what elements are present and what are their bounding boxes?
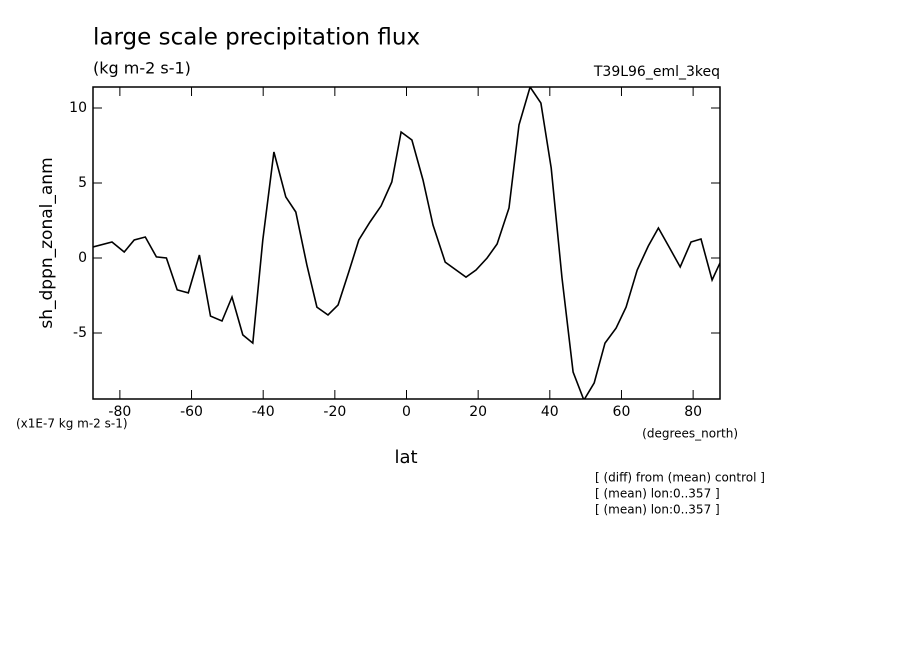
x-tick-label: 20 xyxy=(469,404,487,420)
x-tick-label: 60 xyxy=(613,404,631,420)
y-tick-label: 10 xyxy=(69,100,87,116)
data-line xyxy=(93,87,720,399)
dataset-label: T39L96_eml_3keq xyxy=(593,64,720,80)
note: [ (diff) from (mean) control ] xyxy=(595,471,765,485)
x-tick-label: 80 xyxy=(684,404,702,420)
note: [ (mean) lon:0..357 ] xyxy=(595,487,720,501)
x-tick-label: -20 xyxy=(323,404,346,420)
chart-subtitle: (kg m-2 s-1) xyxy=(93,59,191,78)
x-tick-label: 40 xyxy=(541,404,559,420)
x-units: (degrees_north) xyxy=(642,427,738,441)
x-axis-label: lat xyxy=(394,447,417,468)
x-tick-label: -80 xyxy=(108,404,131,420)
chart-title: large scale precipitation flux xyxy=(93,25,420,51)
y-tick-label: -5 xyxy=(73,325,87,341)
y-axis-label: sh_dppn_zonal_anm xyxy=(37,157,57,328)
x-tick-label: -60 xyxy=(180,404,203,420)
y-units: (x1E-7 kg m-2 s-1) xyxy=(16,417,128,431)
plot-frame xyxy=(92,86,721,400)
x-tick-label: 0 xyxy=(402,404,411,420)
y-tick-label: 0 xyxy=(78,250,87,266)
plot-area xyxy=(93,87,720,399)
y-tick-label: 5 xyxy=(78,175,87,191)
x-tick-label: -40 xyxy=(252,404,275,420)
note: [ (mean) lon:0..357 ] xyxy=(595,503,720,517)
